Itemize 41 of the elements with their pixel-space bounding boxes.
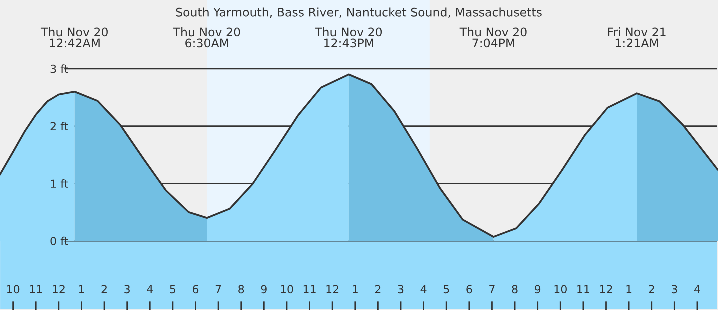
x-tick-label: 11 — [304, 285, 316, 294]
x-tick-label: 12 — [326, 285, 339, 294]
x-tick-label: 8 — [238, 285, 244, 294]
annotation: Fri Nov 21 1:21AM — [608, 28, 666, 48]
x-tick-label: 4 — [694, 285, 700, 294]
x-tick-label: 4 — [147, 285, 154, 294]
x-tick-label: 5 — [170, 285, 176, 294]
annotation: Thu Nov 20 6:30AM — [173, 28, 240, 48]
y-tick-label: 0 ft — [50, 236, 68, 246]
x-tick-label: 10 — [281, 285, 294, 294]
x-tick-label: 7 — [216, 285, 222, 294]
x-tick-label: 11 — [578, 285, 590, 294]
x-tick-label: 12 — [600, 285, 612, 294]
x-tick-label: 3 — [124, 285, 130, 294]
x-tick-label: 11 — [30, 285, 42, 294]
y-tick-label: 3 ft — [50, 64, 68, 74]
x-tick-label: 2 — [102, 285, 107, 294]
x-tick-label: 8 — [512, 285, 518, 294]
annotation: Thu Nov 20 12:42AM — [40, 28, 108, 48]
x-tick-label: 12 — [53, 285, 65, 294]
x-tick-label: 2 — [649, 285, 654, 294]
x-tick-label: 1 — [353, 285, 358, 294]
x-tick-label: 7 — [490, 285, 495, 294]
x-tick-label: 1 — [79, 285, 84, 294]
x-tick-label: 2 — [375, 285, 381, 294]
x-tick-label: 3 — [672, 285, 678, 294]
annotation: Thu Nov 20 12:43PM — [315, 28, 382, 48]
text: South Yarmouth, Bass River, Nantucket Sound, Massachusetts — [176, 8, 542, 18]
x-tick-label: 10 — [7, 285, 20, 294]
x-tick-label: 5 — [444, 285, 450, 294]
x-tick-label: 6 — [192, 285, 199, 294]
y-tick-label: 1 ft — [51, 179, 68, 188]
x-tick-label: 1 — [626, 285, 632, 294]
annotation: Thu Nov 20 7:04PM — [460, 28, 527, 48]
x-tick-label: 9 — [535, 285, 541, 294]
y-tick-label: 2 ft — [50, 122, 68, 131]
x-tick-label: 6 — [466, 285, 472, 294]
x-tick-label: 4 — [420, 285, 427, 294]
x-tick-label: 3 — [398, 285, 404, 294]
x-tick-label: 9 — [261, 285, 267, 294]
x-tick-label: 10 — [554, 285, 567, 294]
